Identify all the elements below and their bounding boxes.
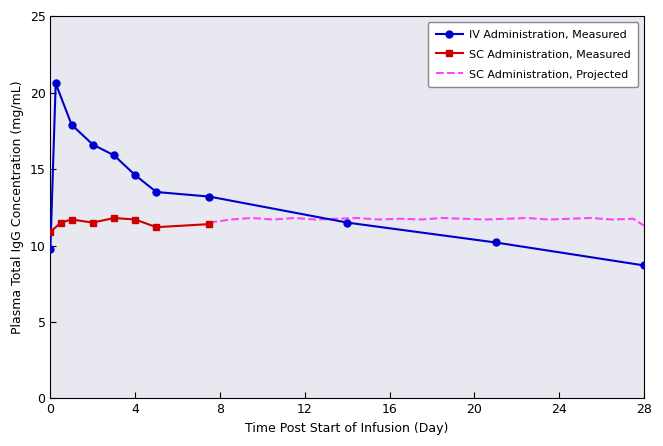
SC Administration, Projected	[544, 217, 552, 222]
SC Administration, Measured	[89, 220, 97, 225]
IV Administration, Measured	[110, 153, 118, 158]
SC Administration, Projected	[502, 216, 510, 221]
SC Administration, Projected	[640, 223, 648, 228]
SC Administration, Measured	[57, 220, 65, 225]
Y-axis label: Plasma Total IgG Concentration (mg/mL): Plasma Total IgG Concentration (mg/mL)	[11, 80, 24, 334]
SC Administration, Projected	[290, 215, 298, 221]
SC Administration, Projected	[439, 215, 447, 221]
IV Administration, Measured	[46, 246, 54, 251]
IV Administration, Measured	[640, 263, 648, 268]
SC Administration, Projected	[459, 216, 467, 221]
IV Administration, Measured	[52, 81, 60, 86]
SC Administration, Projected	[269, 217, 277, 222]
SC Administration, Projected	[629, 216, 637, 221]
SC Administration, Projected	[566, 216, 573, 221]
IV Administration, Measured	[89, 142, 97, 147]
SC Administration, Projected	[206, 220, 213, 225]
SC Administration, Projected	[354, 215, 362, 221]
SC Administration, Projected	[481, 217, 489, 222]
Line: SC Administration, Projected: SC Administration, Projected	[210, 218, 644, 226]
SC Administration, Projected	[396, 216, 404, 221]
Legend: IV Administration, Measured, SC Administration, Measured, SC Administration, Pro: IV Administration, Measured, SC Administ…	[428, 22, 638, 87]
SC Administration, Measured	[68, 217, 76, 222]
SC Administration, Measured	[110, 215, 118, 221]
SC Administration, Projected	[248, 215, 256, 221]
IV Administration, Measured	[68, 122, 76, 128]
Line: IV Administration, Measured: IV Administration, Measured	[47, 80, 648, 269]
IV Administration, Measured	[343, 220, 351, 225]
SC Administration, Projected	[227, 217, 235, 222]
SC Administration, Projected	[418, 217, 426, 222]
SC Administration, Projected	[523, 215, 531, 221]
SC Administration, Projected	[312, 217, 320, 222]
SC Administration, Projected	[587, 215, 595, 221]
SC Administration, Projected	[333, 216, 341, 221]
SC Administration, Projected	[375, 217, 383, 222]
SC Administration, Projected	[608, 217, 616, 222]
Line: SC Administration, Measured: SC Administration, Measured	[47, 215, 213, 235]
IV Administration, Measured	[131, 173, 139, 178]
IV Administration, Measured	[152, 189, 160, 194]
SC Administration, Measured	[152, 224, 160, 230]
SC Administration, Measured	[206, 222, 213, 227]
IV Administration, Measured	[206, 194, 213, 199]
SC Administration, Measured	[46, 229, 54, 235]
IV Administration, Measured	[491, 240, 499, 245]
SC Administration, Measured	[131, 217, 139, 222]
X-axis label: Time Post Start of Infusion (Day): Time Post Start of Infusion (Day)	[245, 422, 449, 435]
